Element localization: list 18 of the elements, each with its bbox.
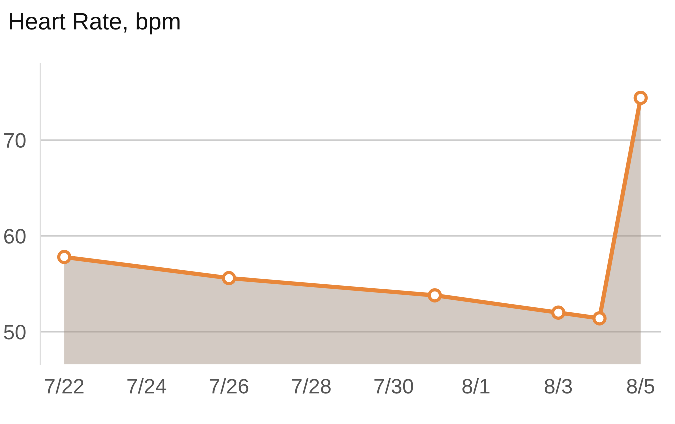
- chart-title: Heart Rate, bpm: [10, 12, 180, 35]
- x-tick-label: 7/30: [374, 378, 414, 394]
- x-tick-label: 7/24: [128, 378, 167, 394]
- y-tick-label: 70: [4, 133, 26, 148]
- x-tick-label: 7/28: [292, 378, 331, 394]
- x-tick-label: 8/5: [627, 378, 655, 394]
- point: [634, 91, 648, 106]
- point: [222, 271, 236, 286]
- point: [428, 288, 442, 303]
- point: [551, 306, 566, 320]
- x-tick-label: 7/26: [210, 378, 249, 394]
- y-tick-label: 50: [4, 325, 26, 340]
- x-tick-label: 8/3: [545, 378, 572, 394]
- y-tick-label: 60: [4, 229, 26, 244]
- x-tick-label: 8/1: [462, 378, 490, 394]
- x-tick-label: 7/22: [45, 378, 84, 394]
- point: [57, 250, 72, 264]
- point: [592, 312, 607, 326]
